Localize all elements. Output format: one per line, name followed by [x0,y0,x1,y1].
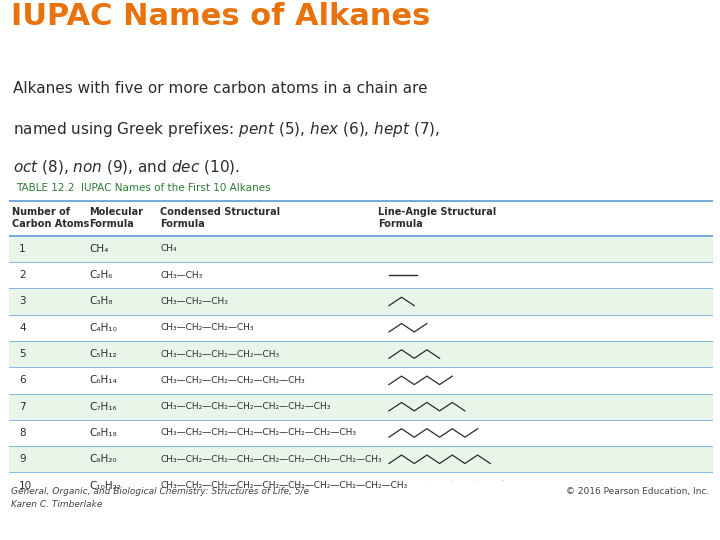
Text: CH₄: CH₄ [160,244,176,253]
FancyBboxPatch shape [9,315,713,341]
FancyBboxPatch shape [9,235,713,262]
Text: CH₃—CH₂—CH₂—CH₂—CH₂—CH₂—CH₂—CH₃: CH₃—CH₂—CH₂—CH₂—CH₂—CH₂—CH₂—CH₃ [160,428,356,437]
Text: CH₃—CH₂—CH₂—CH₂—CH₂—CH₂—CH₂—CH₂—CH₂—CH₃: CH₃—CH₂—CH₂—CH₂—CH₂—CH₂—CH₂—CH₂—CH₂—CH₃ [160,481,408,490]
Text: CH₃—CH₂—CH₂—CH₃: CH₃—CH₂—CH₂—CH₃ [160,323,253,332]
Text: 10: 10 [19,481,32,490]
Text: C₉H₂₀: C₉H₂₀ [89,454,117,464]
Text: C₇H₁₆: C₇H₁₆ [89,402,117,411]
Text: C₃H₈: C₃H₈ [89,296,113,306]
Text: Alkanes with five or more carbon atoms in a chain are: Alkanes with five or more carbon atoms i… [13,81,428,96]
FancyBboxPatch shape [9,394,713,420]
Text: CH₃—CH₂—CH₂—CH₂—CH₃: CH₃—CH₂—CH₂—CH₂—CH₃ [160,349,279,359]
FancyBboxPatch shape [9,446,713,472]
Text: CH₃—CH₂—CH₂—CH₂—CH₂—CH₂—CH₃: CH₃—CH₂—CH₂—CH₂—CH₂—CH₂—CH₃ [160,402,330,411]
Text: CH₃—CH₂—CH₂—CH₂—CH₂—CH₂—CH₂—CH₂—CH₃: CH₃—CH₂—CH₂—CH₂—CH₂—CH₂—CH₂—CH₂—CH₃ [160,455,382,464]
Text: C₈H₁₈: C₈H₁₈ [89,428,117,438]
Text: 6: 6 [19,375,26,386]
Text: 2: 2 [19,270,26,280]
Text: 3: 3 [19,296,26,306]
Text: 9: 9 [19,454,26,464]
Text: 4: 4 [19,323,26,333]
FancyBboxPatch shape [9,472,713,499]
Text: 5: 5 [19,349,26,359]
Text: CH₄: CH₄ [89,244,109,254]
Text: Line-Angle Structural
Formula: Line-Angle Structural Formula [378,207,497,229]
Text: IUPAC Names of Alkanes: IUPAC Names of Alkanes [11,2,430,31]
Text: C₂H₆: C₂H₆ [89,270,113,280]
FancyBboxPatch shape [9,341,713,367]
Text: C₄H₁₀: C₄H₁₀ [89,323,117,333]
Text: named using Greek prefixes: $\it{pent}$ (5), $\it{hex}$ (6), $\it{hept}$ (7),: named using Greek prefixes: $\it{pent}$ … [13,120,440,139]
Text: Molecular
Formula: Molecular Formula [89,207,143,229]
Text: TABLE 12.2  IUPAC Names of the First 10 Alkanes: TABLE 12.2 IUPAC Names of the First 10 A… [16,183,270,193]
Text: CH₃—CH₂—CH₃: CH₃—CH₂—CH₃ [160,297,228,306]
FancyBboxPatch shape [9,367,713,394]
Text: CH₃—CH₂—CH₂—CH₂—CH₂—CH₃: CH₃—CH₂—CH₂—CH₂—CH₂—CH₃ [160,376,305,385]
Text: CH₃—CH₃: CH₃—CH₃ [160,271,202,280]
Text: General, Organic, and Biological Chemistry: Structures of Life, 5/e
Karen C. Tim: General, Organic, and Biological Chemist… [11,487,309,509]
Text: C₁₀H₂₂: C₁₀H₂₂ [89,481,122,490]
Text: 1: 1 [19,244,26,254]
FancyBboxPatch shape [9,420,713,446]
FancyBboxPatch shape [9,262,713,288]
Text: C₆H₁₄: C₆H₁₄ [89,375,117,386]
Text: Condensed Structural
Formula: Condensed Structural Formula [160,207,280,229]
Text: 8: 8 [19,428,26,438]
Text: © 2016 Pearson Education, Inc.: © 2016 Pearson Education, Inc. [566,487,709,496]
FancyBboxPatch shape [9,288,713,315]
Text: $\it{oct}$ (8), $\it{non}$ (9), and $\it{dec}$ (10).: $\it{oct}$ (8), $\it{non}$ (9), and $\it… [13,158,240,176]
Text: C₅H₁₂: C₅H₁₂ [89,349,117,359]
Text: 7: 7 [19,402,26,411]
Text: Number of
Carbon Atoms: Number of Carbon Atoms [12,207,89,229]
